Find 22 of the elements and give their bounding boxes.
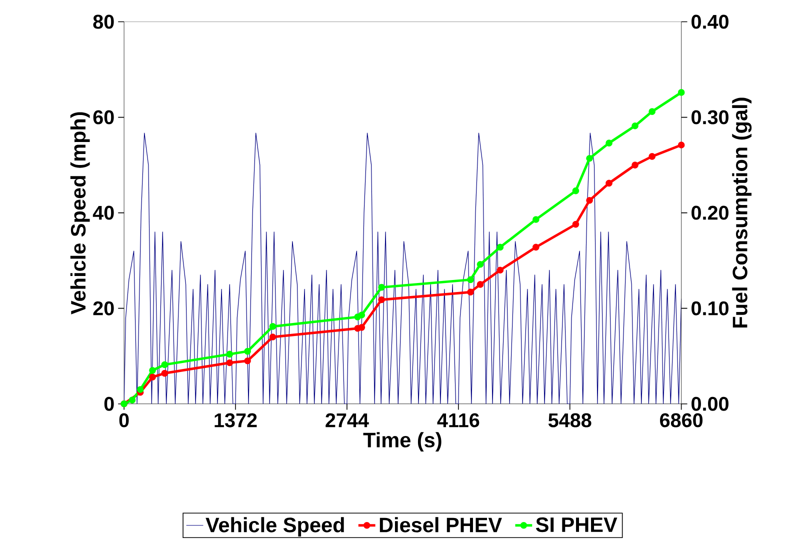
y-tick-label: 80 (93, 14, 114, 29)
x-tick-label: 0 (119, 413, 129, 428)
x-tick-label: 1372 (214, 413, 257, 428)
x-tick-label: 2744 (326, 413, 369, 427)
y2-tick-label: 0.00 (692, 396, 728, 411)
legend-label: SI PHEV (536, 517, 618, 532)
x-tick-label: 5488 (548, 413, 592, 428)
y-tick-label: 20 (93, 301, 114, 316)
y2-tick-label: 0.10 (692, 301, 728, 316)
y-tick-label: 0 (104, 396, 114, 411)
legend-label: Vehicle Speed (206, 516, 344, 536)
y2-axis-title: Fuel Consumption (gal) (732, 98, 752, 328)
x-axis-title: Time (s) (363, 432, 442, 452)
x-tick-label: 6860 (660, 413, 703, 428)
x-tick-label: 4116 (437, 413, 480, 428)
y2-tick-label: 0.40 (692, 14, 728, 29)
y-tick-label: 40 (92, 206, 114, 220)
y2-tick-label: 0.20 (692, 206, 728, 220)
y-tick-label: 60 (93, 110, 114, 124)
y-axis-title: Vehicle Speed (mph) (70, 112, 90, 314)
legend-label: Diesel PHEV (380, 516, 502, 532)
y2-tick-label: 0.30 (692, 110, 728, 124)
